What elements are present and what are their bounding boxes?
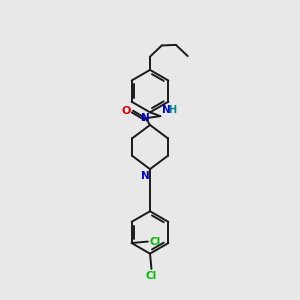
Text: Cl: Cl: [146, 271, 157, 281]
Text: N: N: [162, 105, 170, 115]
Text: O: O: [122, 106, 131, 116]
Text: N: N: [141, 171, 150, 181]
Text: Cl: Cl: [149, 237, 160, 247]
Text: N: N: [141, 113, 150, 124]
Text: H: H: [168, 105, 176, 115]
